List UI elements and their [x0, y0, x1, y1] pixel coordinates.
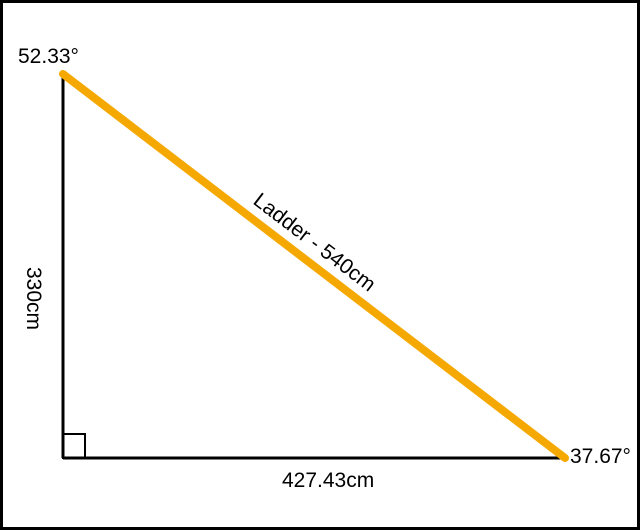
horizontal-side-label: 427.43cm [282, 469, 374, 492]
bottom-right-angle-label: 37.67° [570, 445, 631, 468]
top-angle-label: 52.33° [18, 45, 79, 68]
right-angle-icon [62, 433, 86, 459]
vertical-side-label: 330cm [22, 267, 45, 330]
ladder-line [59, 70, 569, 462]
